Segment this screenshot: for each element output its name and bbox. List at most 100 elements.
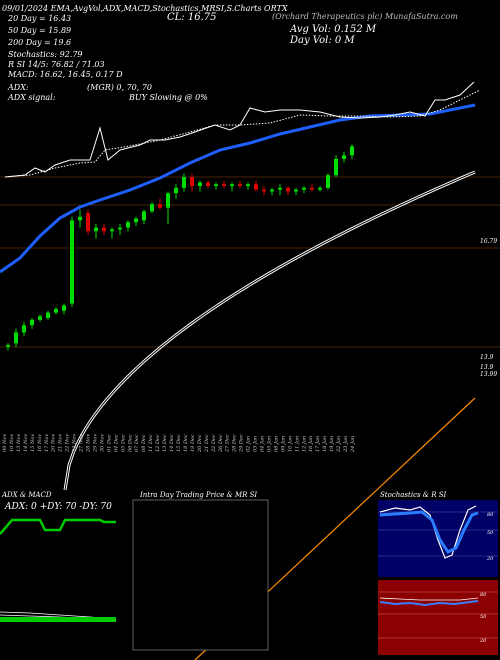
candle-body bbox=[214, 184, 218, 187]
x-axis-label: 09 Jan bbox=[280, 436, 286, 452]
adx-label: ADX: bbox=[8, 83, 29, 92]
candle-body bbox=[350, 146, 354, 156]
x-axis-label: 11 Jan bbox=[294, 436, 300, 452]
candle-body bbox=[318, 187, 322, 190]
x-axis-label: 20 Nov bbox=[51, 434, 57, 453]
main-price-panel: 09 Nov 10 Nov 13 Nov 14 Nov 15 Nov 16 Nov 17 N… bbox=[0, 81, 500, 660]
x-axis-label: 16 Nov bbox=[37, 434, 43, 452]
x-axis-label: 24 Jan bbox=[350, 436, 356, 453]
x-axis-label: 28 Nov bbox=[86, 434, 92, 453]
x-axis-label: 19 Dec bbox=[190, 434, 196, 452]
x-axis-label: 01 Dec bbox=[106, 434, 112, 452]
candle-body bbox=[86, 213, 90, 232]
mrsi-panel-bg bbox=[378, 580, 498, 655]
x-axis-label: 22 Jan bbox=[336, 436, 342, 453]
candle-body bbox=[198, 182, 202, 187]
x-axis-label: 05 Dec bbox=[120, 434, 126, 452]
intra-day-panel bbox=[132, 499, 269, 651]
stoch-panel-title: Stochastics & R SI bbox=[380, 491, 447, 499]
candle-body bbox=[110, 229, 114, 232]
ema20-line bbox=[4, 89, 481, 178]
price-label-top: 16.79 bbox=[480, 238, 498, 245]
candle-body bbox=[262, 189, 266, 192]
candle-body bbox=[30, 319, 34, 326]
candle-body bbox=[326, 175, 330, 188]
mrsi-label: (MGR) 0, 70, 70 bbox=[87, 83, 153, 92]
stoch-tick-50: 50 bbox=[487, 530, 494, 536]
adx-panel-title: ADX & MACD bbox=[2, 491, 52, 499]
x-axis-label: 21 Dec bbox=[204, 434, 210, 453]
candle-body bbox=[126, 222, 130, 228]
candle-body bbox=[118, 227, 122, 230]
x-axis-label: 20 Dec bbox=[197, 434, 203, 453]
x-axis-label: 28 Dec bbox=[232, 434, 238, 453]
x-axis-label: 03 Jan bbox=[253, 436, 259, 452]
x-axis-label: 08 Dec bbox=[141, 434, 147, 452]
x-axis-label: 07 Dec bbox=[134, 434, 140, 452]
adx-line bbox=[0, 518, 116, 535]
adx-readout: ADX: 0 +DY: 70 -DY: 70 bbox=[5, 502, 112, 512]
x-axis-label: 17 Jan bbox=[315, 436, 321, 452]
price-label-1: 13.9 bbox=[480, 354, 494, 361]
candle-body bbox=[206, 182, 210, 187]
day-vol-label: Day Vol: 0 M bbox=[290, 35, 355, 46]
indicator-panels bbox=[0, 499, 498, 660]
x-axis-label: 08 Jan bbox=[273, 436, 279, 452]
macd-label: MACD: 16.62, 16.45, 0.17 D bbox=[8, 70, 123, 79]
candle-body bbox=[150, 204, 154, 212]
candle-body bbox=[294, 189, 298, 192]
x-axis-label: 12 Jan bbox=[301, 436, 307, 452]
stoch-d-line bbox=[379, 510, 479, 554]
x-axis-label: 29 Dec bbox=[239, 434, 245, 453]
mrsi-tick-50: 50 bbox=[480, 614, 487, 620]
x-axis-label: 17 Nov bbox=[44, 434, 50, 452]
x-axis-label: 12 Dec bbox=[155, 434, 161, 452]
x-axis-label: 24 Nov bbox=[72, 434, 78, 453]
candle-body bbox=[102, 227, 106, 232]
x-axis-label: 21 Nov bbox=[58, 434, 64, 453]
candle-body bbox=[78, 216, 82, 221]
candle-body bbox=[70, 220, 74, 304]
x-axis-label: 26 Dec bbox=[218, 434, 224, 453]
x-axis-label: 15 Dec bbox=[176, 434, 182, 452]
candle-body bbox=[310, 187, 314, 190]
candle-body bbox=[166, 193, 170, 208]
candle-body bbox=[254, 184, 258, 190]
x-axis-label: 30 Nov bbox=[99, 434, 105, 452]
x-axis-label: 27 Nov bbox=[79, 434, 85, 453]
x-axis-label: 18 Dec bbox=[183, 434, 189, 452]
candle-body bbox=[6, 345, 10, 347]
candle-body bbox=[158, 204, 162, 208]
x-axis-label: 09 Nov bbox=[2, 434, 8, 452]
candle-body bbox=[182, 177, 186, 188]
x-axis-label: 11 Dec bbox=[148, 434, 154, 452]
candle-body bbox=[342, 155, 346, 159]
stoch-tick-20: 20 bbox=[487, 556, 494, 562]
x-axis-label: 14 Nov bbox=[23, 434, 29, 452]
stochastics-label: Stochastics: 92.79 bbox=[8, 50, 83, 59]
candle-body bbox=[238, 184, 242, 187]
candle-body bbox=[54, 308, 58, 313]
rsi-label: R SI 14/5: 76.82 / 71.03 bbox=[8, 60, 105, 69]
candle-body bbox=[62, 305, 66, 311]
candle-body bbox=[38, 316, 42, 320]
intra-panel-title: Intra Day Trading Price & MR SI bbox=[140, 491, 258, 499]
x-axis-label: 06 Dec bbox=[127, 434, 133, 452]
candle-body bbox=[230, 184, 234, 187]
candle-body bbox=[174, 187, 178, 194]
ema200-line-inner bbox=[64, 171, 476, 491]
x-axis-label: 15 Nov bbox=[30, 434, 36, 452]
mrsi-blue-line bbox=[379, 600, 479, 607]
header-date-line: 09/01/2024 EMA,AvgVol,ADX,MACD,Stochasti… bbox=[2, 4, 288, 13]
x-axis-label: 18 Jan bbox=[322, 436, 328, 452]
candle-body bbox=[302, 187, 306, 190]
candle-body bbox=[22, 325, 26, 333]
candle-body bbox=[190, 177, 194, 187]
candle-body bbox=[222, 184, 226, 187]
x-axis-label: 29 Nov bbox=[92, 434, 98, 453]
ema20-label: 20 Day = 16.43 bbox=[8, 14, 72, 23]
candle-body bbox=[46, 312, 50, 318]
ema200-label: 200 Day = 19.6 bbox=[8, 38, 72, 47]
mrsi-tick-20: 20 bbox=[480, 638, 487, 644]
